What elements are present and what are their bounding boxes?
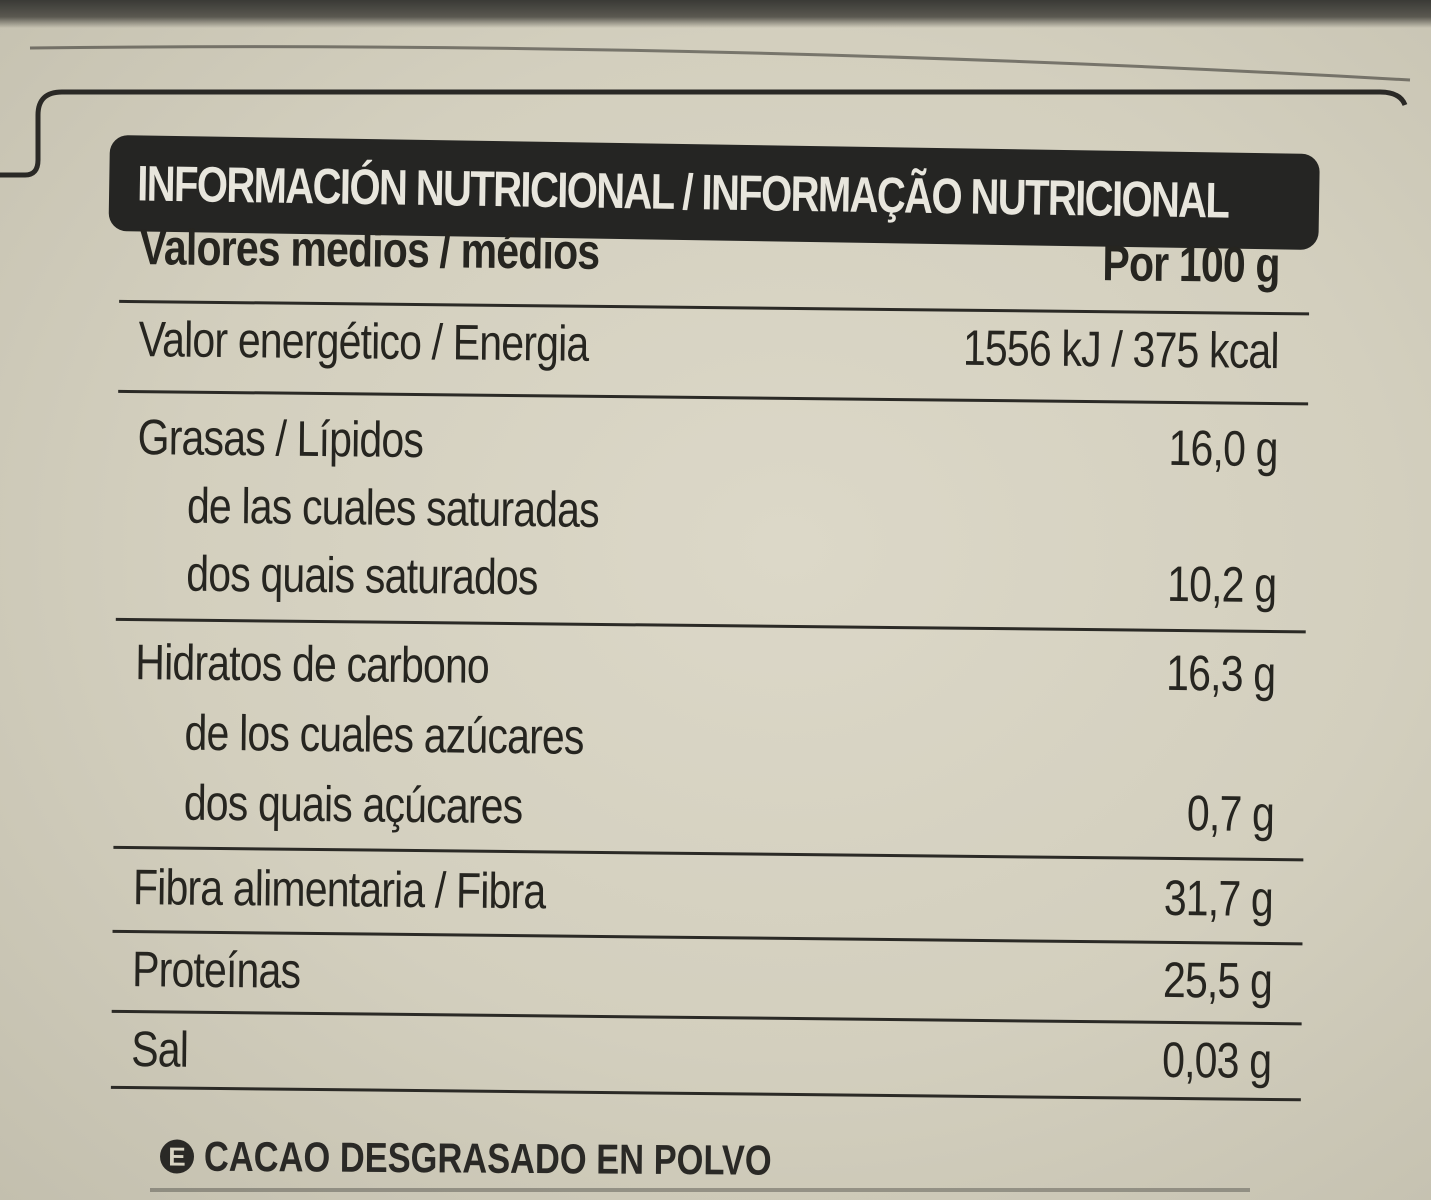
cut-off-text-line — [150, 1188, 1250, 1192]
energy-label: Valor energético / Energia — [138, 311, 589, 372]
energy-value: 1556 kJ / 375 kcal — [962, 319, 1279, 380]
fat-label: Grasas / Lípidos — [137, 409, 424, 469]
label-frame-outline — [0, 45, 1411, 178]
protein-label: Proteínas — [131, 941, 301, 999]
saturated-value: 10,2 g — [1166, 555, 1277, 614]
protein-value: 25,5 g — [1162, 951, 1273, 1009]
carbs-label: Hidratos de carbono — [135, 634, 490, 694]
column-header-left: Valores medios / médios — [139, 219, 600, 280]
saturated-label-es: de las cuales saturadas — [186, 477, 600, 538]
fibre-label: Fibra alimentaria / Fibra — [132, 859, 546, 920]
salt-label: Sal — [131, 1021, 189, 1078]
ingredients-heading: E CACAO DESGRASADO EN POLVO — [159, 1132, 897, 1185]
nutrition-header-title: INFORMACIÓN NUTRICIONAL / INFORMAÇÃO NUT… — [136, 155, 1229, 229]
fat-value: 16,0 g — [1168, 419, 1278, 478]
saturated-label-pt: dos quais saturados — [185, 545, 538, 606]
fibre-value: 31,7 g — [1163, 869, 1274, 928]
ingredients-title: CACAO DESGRASADO EN POLVO — [203, 1132, 772, 1184]
column-header-right: Por 100 g — [1102, 235, 1280, 294]
sugars-value: 0,7 g — [1186, 785, 1275, 843]
salt-value: 0,03 g — [1161, 1031, 1272, 1089]
language-badge-icon: E — [159, 1139, 195, 1174]
sugars-label-pt: dos quais açúcares — [183, 774, 523, 835]
sugars-label-es: de los cuales azúcares — [184, 704, 584, 765]
carbs-value: 16,3 g — [1165, 644, 1276, 703]
container-top-edge — [0, 0, 1431, 28]
